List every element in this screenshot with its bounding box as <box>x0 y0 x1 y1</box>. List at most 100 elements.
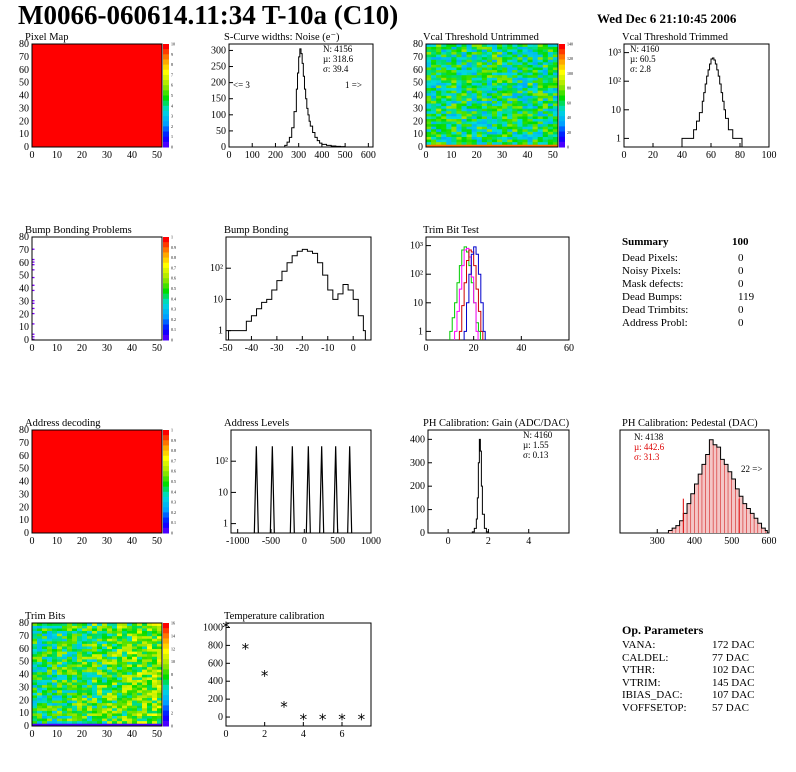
dead-bump-cell <box>32 269 35 271</box>
heatmap-cell <box>552 51 559 55</box>
heatmap-cell <box>431 90 437 94</box>
heatmap-cell <box>492 64 498 68</box>
heatmap-cell <box>42 664 48 668</box>
heatmap-cell <box>97 720 103 724</box>
heatmap-cell <box>537 95 544 99</box>
x-tick-label: 20 <box>77 150 87 161</box>
heatmap-cell <box>127 684 133 688</box>
color-bar-segment <box>163 324 169 331</box>
heatmap-cell <box>486 72 493 76</box>
heatmap-cell <box>62 710 68 714</box>
color-bar-label: 14 <box>171 633 175 638</box>
heatmap-cell <box>446 128 452 132</box>
heatmap-cell <box>152 682 158 686</box>
heatmap-cell <box>537 87 544 91</box>
heatmap-cell <box>127 635 133 639</box>
heatmap-cell <box>152 689 158 693</box>
heatmap-cell <box>476 80 483 83</box>
heatmap-cell <box>431 77 437 81</box>
heatmap-cell <box>532 141 538 145</box>
heatmap-cell <box>42 687 48 691</box>
heatmap-cell <box>471 141 478 145</box>
color-bar-segment <box>163 110 169 117</box>
heatmap-cell <box>117 682 123 686</box>
heatmap-cell <box>466 82 472 86</box>
heatmap-cell <box>522 98 528 101</box>
heatmap-cell <box>486 80 493 83</box>
heatmap-cell <box>137 648 143 652</box>
heatmap-cell <box>456 121 462 125</box>
color-bar-label: 1 <box>171 428 173 433</box>
heatmap-cell <box>522 126 528 130</box>
heatmap-cell <box>147 692 153 696</box>
heatmap-cell <box>157 702 163 706</box>
heatmap-cell <box>471 108 478 112</box>
heatmap-cell <box>77 643 83 647</box>
heatmap-cell <box>517 54 523 58</box>
heatmap-cell <box>542 59 549 63</box>
heatmap-cell <box>446 141 452 145</box>
heatmap-cell <box>112 692 118 696</box>
heatmap-cell <box>527 134 533 137</box>
x-tick-label: 40 <box>127 536 137 547</box>
dead-bump-cell <box>32 258 35 261</box>
heatmap-cell <box>62 638 68 642</box>
heatmap-cell <box>451 62 457 65</box>
heatmap-cell <box>127 707 133 711</box>
heatmap-cell <box>67 710 73 714</box>
x-tick-label: 300 <box>291 150 306 161</box>
heatmap-cell <box>471 123 478 127</box>
heatmap-cell <box>157 623 163 626</box>
heatmap-cell <box>72 689 78 693</box>
heatmap-cell <box>527 139 533 143</box>
heatmap-cell <box>77 700 83 704</box>
heatmap-cell <box>497 110 503 114</box>
heatmap-cell <box>97 702 103 706</box>
heatmap-cell <box>446 108 452 112</box>
heatmap-cell <box>507 118 513 122</box>
heatmap-cell <box>512 87 518 91</box>
x-tick-label: 10 <box>52 150 62 161</box>
heatmap-cell <box>152 653 158 657</box>
heatmap-cell <box>426 121 432 125</box>
heatmap-cell <box>37 677 43 680</box>
heatmap-cell <box>466 103 472 107</box>
heatmap-cell <box>52 671 58 675</box>
heatmap-cell <box>152 666 158 670</box>
heatmap-cell <box>87 720 93 724</box>
color-bar-segment <box>163 471 169 477</box>
heatmap-cell <box>481 128 488 132</box>
heatmap-cell <box>97 707 103 711</box>
heatmap-cell <box>82 633 88 637</box>
heatmap-cell <box>492 69 498 73</box>
y-tick-label: 10 <box>413 129 423 140</box>
heatmap-cell <box>552 134 559 137</box>
heatmap-cell <box>507 121 513 125</box>
color-bar-segment <box>163 669 169 675</box>
x-tick-label: 10 <box>446 150 456 161</box>
heatmap-cell <box>112 710 118 714</box>
heatmap-cell <box>102 651 108 655</box>
heatmap-cell <box>456 51 462 55</box>
color-bar-segment <box>559 54 565 60</box>
heatmap-cell <box>522 92 528 96</box>
heatmap-cell <box>112 646 118 650</box>
heatmap-cells <box>32 430 162 533</box>
heatmap-cell <box>102 646 108 650</box>
color-bar-segment <box>163 303 169 310</box>
heatmap-cell <box>542 51 549 55</box>
heatmap-cell <box>137 661 143 665</box>
color-bar-segment <box>163 715 169 722</box>
heatmap-cell <box>117 687 123 691</box>
heatmap-cell <box>82 695 88 698</box>
heatmap-cell <box>47 625 53 629</box>
heatmap-cell <box>441 59 447 63</box>
y-tick-label: 60 <box>19 65 29 76</box>
heatmap-cell <box>517 105 523 109</box>
heatmap-cell <box>42 661 48 665</box>
heatmap-cell <box>87 682 93 686</box>
heatmap-cell <box>476 134 483 137</box>
heatmap-cell <box>132 713 138 716</box>
heatmap-cell <box>142 623 148 626</box>
heatmap-cell <box>117 651 123 655</box>
